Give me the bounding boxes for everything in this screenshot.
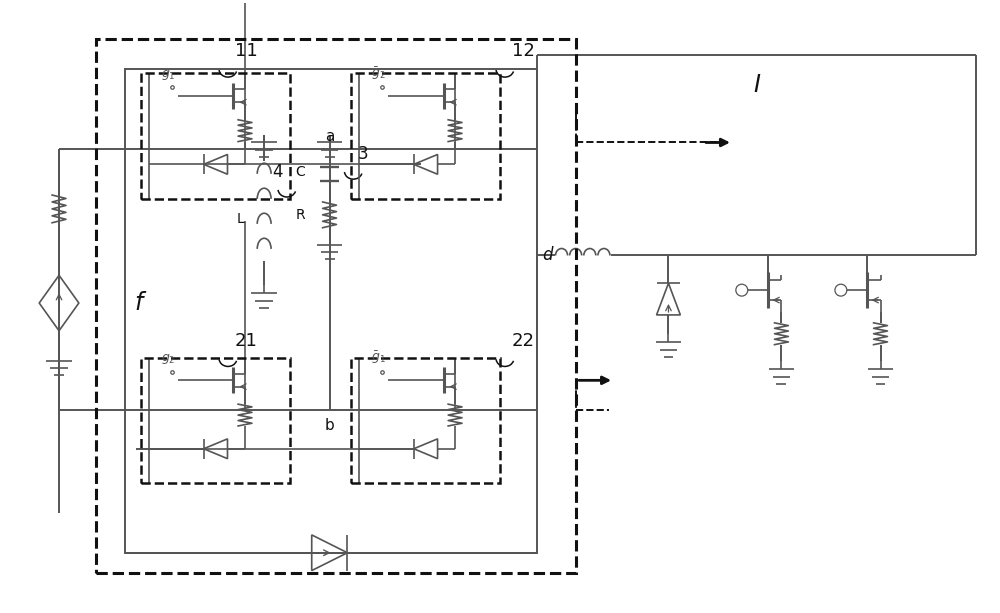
Text: 11: 11 (235, 42, 258, 60)
Text: 12: 12 (512, 42, 535, 60)
Text: a: a (325, 129, 334, 145)
Text: R: R (295, 208, 305, 222)
Text: L: L (237, 212, 244, 226)
Bar (141, 357, 290, 484)
Text: C: C (295, 166, 305, 179)
Text: $d$: $d$ (542, 246, 554, 264)
Text: $f$: $f$ (134, 291, 147, 315)
Text: 4: 4 (272, 163, 283, 181)
Text: $\bar{g}_{2}$: $\bar{g}_{2}$ (371, 65, 385, 82)
Bar (351, 73, 500, 199)
Bar (96, 39, 576, 573)
Text: b: b (325, 418, 334, 433)
Text: $\bar{g}_{1}$: $\bar{g}_{1}$ (371, 349, 386, 366)
Text: 3: 3 (357, 145, 368, 163)
Text: $g_{2}$: $g_{2}$ (161, 352, 175, 366)
Text: $I$: $I$ (753, 73, 762, 97)
Text: 22: 22 (512, 332, 535, 349)
Bar (351, 357, 500, 484)
Text: $g_{1}$: $g_{1}$ (161, 67, 175, 82)
Bar (125, 69, 537, 553)
Bar (141, 73, 290, 199)
Text: 21: 21 (235, 332, 258, 349)
